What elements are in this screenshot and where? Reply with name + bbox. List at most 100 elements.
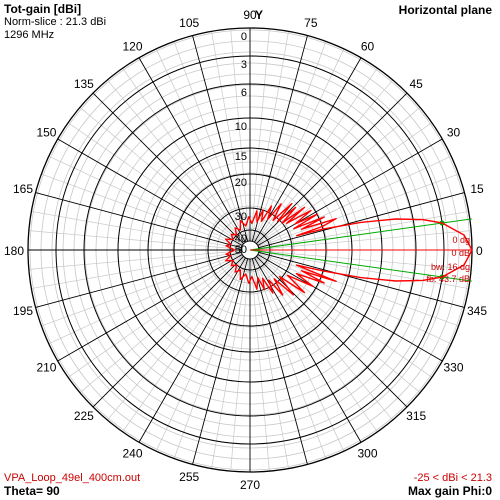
grid-spoke-minor — [211, 31, 249, 242]
grid-spoke-minor — [155, 258, 247, 452]
grid-spoke-60 — [254, 57, 362, 243]
angle-tick-label: 30 — [447, 126, 461, 140]
angle-tick-label: 180 — [4, 244, 24, 258]
grid-spoke-minor — [250, 28, 270, 242]
grid-spoke-210 — [57, 254, 243, 362]
grid-spoke-minor — [254, 257, 378, 433]
grid-spoke-minor — [258, 253, 452, 345]
gain-range-label: -25 < dBi < 21.3 — [413, 472, 492, 484]
angle-tick-labels: 0153045607590105120135150165180195210225… — [4, 8, 487, 492]
gain-pattern — [224, 202, 473, 296]
grid-spoke-minor — [48, 155, 242, 247]
angle-tick-label: 150 — [36, 126, 56, 140]
grid-spoke-minor — [79, 107, 244, 245]
grid-spoke-minor — [67, 122, 243, 246]
angle-tick-label: 315 — [406, 409, 426, 423]
frequency-label: 1296 MHz — [4, 29, 55, 41]
grid-spoke-minor — [252, 258, 327, 459]
grid-spoke-minor — [250, 258, 270, 472]
radial-tick-label: 20 — [235, 177, 247, 189]
radial-tick-label: 3 — [241, 59, 247, 71]
grid-spoke-15 — [258, 192, 465, 249]
grid-spoke-minor — [107, 79, 245, 244]
grid-spoke-120 — [138, 57, 246, 243]
angle-tick-label: 0 — [476, 244, 483, 258]
radial-tick-label: 50 — [235, 244, 247, 256]
y-axis-label: Y — [255, 8, 263, 22]
beamwidth-line — [249, 249, 472, 282]
grid-spoke-minor — [258, 251, 469, 289]
grid-spoke-minor — [255, 256, 393, 421]
theta-label: Theta= 90 — [4, 484, 60, 498]
grid-spoke-minor — [122, 257, 246, 433]
grid-spoke-minor — [41, 252, 242, 327]
grid-spoke-minor — [107, 256, 245, 421]
grid-spoke-150 — [57, 138, 243, 246]
grid-spoke-minor — [253, 258, 345, 452]
grid-spoke-195 — [35, 251, 242, 308]
grid-spoke-minor — [255, 79, 393, 244]
grid-spoke-minor — [28, 230, 242, 250]
footer-left: VPA_Loop_49el_400cm.out Theta= 90 — [4, 472, 140, 498]
angle-tick-label: 330 — [444, 361, 464, 375]
angle-tick-label: 45 — [409, 77, 423, 91]
grid-spoke-minor — [79, 255, 244, 393]
grid-spoke-300 — [254, 257, 362, 443]
grid-spoke-minor — [251, 31, 289, 242]
grid-spoke-135 — [92, 92, 244, 244]
angle-tick-label: 195 — [13, 304, 33, 318]
plane-label: Horizontal plane — [398, 3, 492, 17]
angle-tick-label: 135 — [74, 77, 94, 91]
pattern-series-line — [224, 202, 473, 296]
radial-tick-label: 40 — [235, 233, 247, 245]
grid-spoke-minor — [122, 67, 246, 243]
angle-tick-label: 210 — [36, 361, 56, 375]
grid-spoke-minor — [48, 253, 242, 345]
grid-spoke-minor — [257, 254, 433, 378]
grid-spoke-minor — [258, 173, 459, 248]
radial-tick-label: 15 — [235, 151, 247, 163]
angle-tick-label: 345 — [467, 304, 487, 318]
pattern-annotation: bw: 16 dg — [431, 262, 470, 272]
grid-spoke-minor — [251, 258, 289, 469]
grid-spoke-minor — [31, 251, 242, 289]
grid-spoke-minor — [256, 255, 421, 393]
filename-label: VPA_Loop_49el_400cm.out — [4, 472, 141, 484]
pattern-annotation: fb: 43.7 dB — [426, 274, 470, 284]
grid-spoke-minor — [173, 258, 248, 459]
pattern-annotations: 0 dg 0 dB bw: 16 dg fb: 43.7 dB — [426, 235, 470, 284]
radial-tick-label: 10 — [235, 121, 247, 133]
radial-tick-label: 0 — [241, 31, 247, 43]
chart-title: Tot-gain [dBi] — [4, 2, 82, 16]
angle-tick-label: 240 — [122, 447, 142, 461]
grid-spoke-minor — [173, 41, 248, 242]
grid-spoke-minor — [258, 211, 469, 249]
grid-spoke-minor — [258, 155, 452, 247]
grid-spoke-minor — [258, 230, 472, 250]
grid-spoke-minor — [41, 173, 242, 248]
angle-tick-label: 60 — [361, 39, 375, 53]
grid-spoke-285 — [251, 258, 308, 465]
angle-tick-label: 105 — [179, 16, 199, 30]
angle-tick-label: 90 — [243, 8, 257, 22]
grid-spoke-240 — [138, 257, 246, 443]
max-gain-label: Max gain Phi:0 — [407, 484, 492, 498]
angle-tick-label: 270 — [240, 478, 260, 492]
radial-tick-label: 30 — [235, 211, 247, 223]
angle-tick-label: 225 — [74, 409, 94, 423]
grid-spoke-minor — [31, 211, 242, 249]
angle-tick-label: 300 — [357, 447, 377, 461]
grid-spoke-225 — [92, 256, 244, 408]
grid-spoke-75 — [251, 35, 308, 242]
grid-spoke-minor — [155, 48, 247, 242]
header-left: Tot-gain [dBi] Norm-slice : 21.3 dBi 129… — [4, 3, 106, 42]
grid-spoke-minor — [258, 250, 472, 270]
grid-spoke-minor — [258, 252, 459, 327]
grid-spoke-minor — [67, 254, 243, 378]
grid-spoke-165 — [35, 192, 242, 249]
angle-tick-label: 255 — [179, 470, 199, 484]
grid-spoke-minor — [256, 107, 421, 245]
angle-tick-label: 15 — [470, 182, 484, 196]
